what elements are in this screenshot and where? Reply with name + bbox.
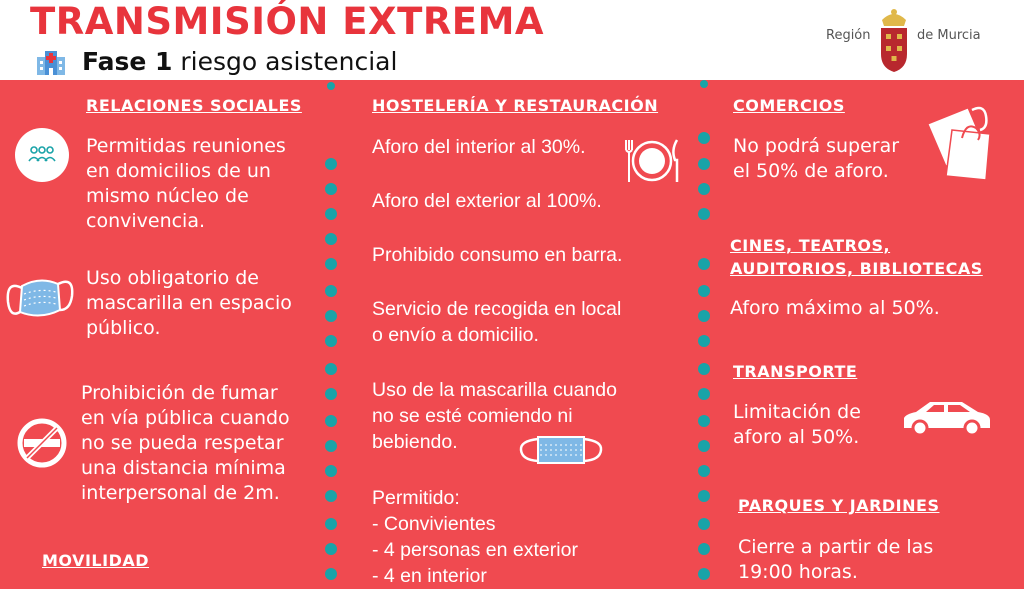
logo-text-left: Región xyxy=(826,28,871,43)
mascarilla-hosteleria-text: Uso de la mascarilla cuando no se esté c… xyxy=(372,379,617,453)
movilidad-heading: MOVILIDAD xyxy=(42,551,150,570)
group-icon xyxy=(15,128,69,182)
hosteleria-heading: HOSTELERÍA Y RESTAURACIÓN xyxy=(372,96,659,115)
transporte-heading: TRANSPORTE xyxy=(733,362,858,381)
fumar-text: Prohibición de fumar en vía pública cuan… xyxy=(81,382,290,504)
hospital-icon xyxy=(37,51,65,75)
cines-text: Aforo máximo al 50%. xyxy=(730,297,940,319)
parques-heading: PARQUES Y JARDINES xyxy=(738,496,940,515)
car-icon xyxy=(904,402,990,437)
region-shield-logo xyxy=(881,9,907,72)
mask-icon xyxy=(519,436,603,464)
logo-text-right: de Murcia xyxy=(917,28,981,43)
header: TRANSMISIÓN EXTREMA Fase 1 riesgo asiste… xyxy=(0,0,1024,80)
plate-cutlery-icon xyxy=(625,139,679,182)
relaciones-heading: RELACIONES SOCIALES xyxy=(86,96,302,115)
aforo-interior-text: Aforo del interior al 30%. xyxy=(372,136,586,158)
transporte-text: Limitación de aforo al 50%. xyxy=(733,401,861,448)
mask-icon xyxy=(6,279,74,317)
comercios-text: No podrá superar el 50% de aforo. xyxy=(733,135,900,182)
mascarilla-text: Uso obligatorio de mascarilla en espacio… xyxy=(86,267,292,339)
parques-text: Cierre a partir de las 19:00 horas. xyxy=(738,536,934,583)
region-logo: Región de Murcia xyxy=(826,6,996,76)
no-smoking-icon xyxy=(17,418,67,468)
aforo-exterior-text: Aforo del exterior al 100%. xyxy=(372,190,602,212)
phase-subtitle: Fase 1 riesgo asistencial xyxy=(82,47,398,76)
page-title: TRANSMISIÓN EXTREMA xyxy=(30,0,545,43)
cines-heading: CINES, TEATROS, AUDITORIOS, BIBLIOTECAS xyxy=(730,236,983,278)
barra-text: Prohibido consumo en barra. xyxy=(372,244,623,266)
servicio-text: Servicio de recogida en local o envío a … xyxy=(372,298,622,346)
shopping-bags-icon xyxy=(927,106,991,181)
comercios-heading: COMERCIOS xyxy=(733,96,845,115)
relaciones-text: Permitidas reuniones en domicilios de un… xyxy=(86,135,286,232)
permitido-text: Permitido: - Convivientes - 4 personas e… xyxy=(372,487,578,587)
